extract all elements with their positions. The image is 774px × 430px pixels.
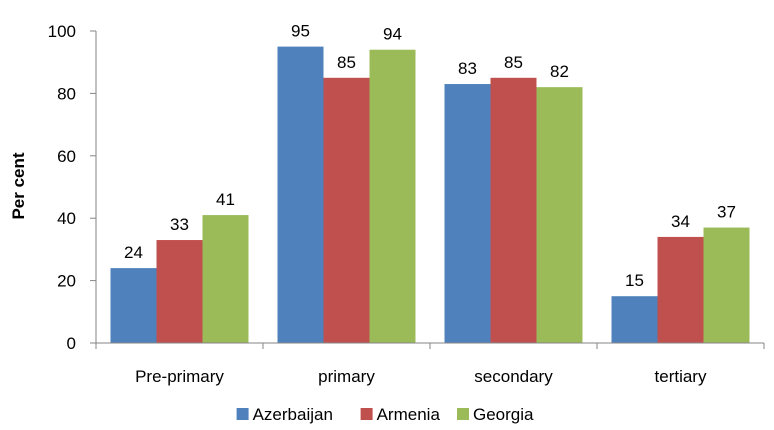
bar-georgia-pre-primary: [202, 215, 249, 343]
y-tick-label: 100: [48, 22, 76, 41]
data-label: 94: [383, 25, 402, 44]
bar-georgia-secondary: [536, 87, 583, 343]
x-axis-ticks: Pre-primary primary secondary tertiary: [95, 343, 765, 386]
legend-swatch-azerbaijan: [236, 408, 249, 420]
data-label: 34: [671, 212, 690, 231]
data-labels-layer: 24 33 41 95 85 94 83 85 82 15 34 37: [124, 22, 736, 291]
bar-armenia-pre-primary: [156, 240, 203, 343]
data-label: 95: [291, 22, 310, 41]
bar-georgia-primary: [369, 49, 416, 343]
bar-georgia-tertiary: [703, 227, 750, 343]
y-tick-label: 60: [57, 147, 76, 166]
bar-azerbaijan-secondary: [444, 84, 491, 343]
bar-armenia-primary: [323, 77, 370, 344]
y-tick-label: 40: [57, 209, 76, 228]
y-axis-title: Per cent: [9, 152, 28, 219]
data-label: 82: [550, 62, 569, 81]
x-tick-label: secondary: [474, 367, 553, 386]
y-tick-label: 0: [67, 334, 76, 353]
legend-swatch-georgia: [457, 408, 469, 420]
bars-layer: [110, 46, 750, 344]
data-label: 15: [625, 271, 644, 290]
x-tick-label: tertiary: [655, 367, 707, 386]
bar-armenia-secondary: [490, 77, 537, 344]
legend-swatch-armenia: [360, 408, 373, 420]
legend-label-azerbaijan: Azerbaijan: [253, 405, 333, 424]
data-label: 24: [124, 243, 143, 262]
bar-azerbaijan-tertiary: [611, 296, 658, 343]
data-label: 41: [216, 190, 235, 209]
data-label: 83: [458, 59, 477, 78]
data-label: 37: [717, 203, 736, 222]
x-tick-label: Pre-primary: [135, 367, 224, 386]
y-tick-label: 20: [57, 272, 76, 291]
legend-label-georgia: Georgia: [473, 405, 534, 424]
legend: Azerbaijan Armenia Georgia: [236, 405, 534, 424]
data-label: 85: [337, 53, 356, 72]
legend-label-armenia: Armenia: [377, 405, 441, 424]
y-tick-label: 80: [57, 84, 76, 103]
data-label: 33: [170, 215, 189, 234]
x-tick-label: primary: [318, 367, 375, 386]
y-axis-ticks: 0 20 40 60 80 100: [48, 22, 96, 353]
bar-armenia-tertiary: [657, 236, 704, 343]
data-label: 85: [504, 53, 523, 72]
bar-azerbaijan-primary: [277, 46, 324, 343]
bar-azerbaijan-pre-primary: [110, 268, 157, 343]
